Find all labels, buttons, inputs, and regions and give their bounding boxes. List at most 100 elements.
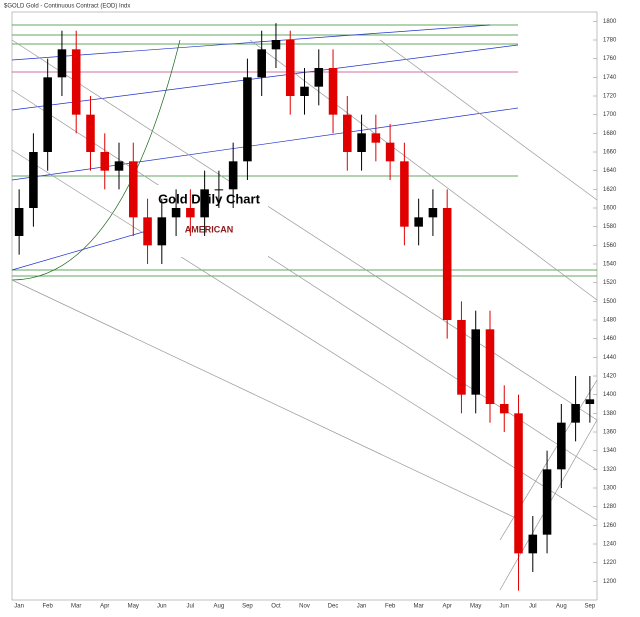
candle-body — [186, 208, 195, 218]
candle-body — [357, 133, 366, 152]
candle-body — [385, 142, 395, 162]
candle-body — [171, 208, 181, 218]
y-tick-label: 1680 — [603, 131, 617, 137]
candle-body — [143, 217, 152, 246]
candle-body — [271, 40, 281, 50]
candle-body — [228, 161, 238, 190]
candle-body — [400, 161, 409, 227]
candle-body — [43, 77, 52, 152]
candle-body — [371, 133, 381, 143]
x-tick-label: Aug — [556, 604, 567, 610]
y-tick-label: 1400 — [603, 392, 617, 398]
trend-line — [11, 89, 598, 471]
y-tick-label: 1560 — [603, 243, 617, 249]
candle-body — [129, 161, 138, 218]
y-tick-label: 1200 — [603, 579, 617, 585]
y-tick-label: 1300 — [603, 486, 617, 492]
trend-line — [249, 39, 598, 301]
y-tick-label: 1240 — [603, 542, 617, 548]
y-tick-label: 1700 — [603, 112, 617, 118]
y-tick-label: 1540 — [603, 262, 617, 268]
x-tick-label: May — [128, 604, 139, 610]
y-tick-label: 1460 — [603, 336, 617, 342]
x-tick-label: Feb — [385, 604, 396, 610]
y-tick-label: 1620 — [603, 187, 617, 193]
chart-header: $GOLD Gold - Continuous Contract (EOD) I… — [4, 4, 130, 10]
candle-body — [86, 114, 95, 152]
candle-body — [100, 152, 110, 171]
candle-body — [57, 49, 67, 78]
x-tick-label: Jun — [499, 604, 509, 610]
trend-curve — [11, 39, 181, 281]
candle-body — [542, 469, 552, 535]
candle-body — [457, 320, 466, 395]
candle-body — [528, 534, 538, 554]
x-tick-label: Jul — [187, 604, 195, 610]
candle-body — [157, 217, 167, 246]
x-tick-label: May — [470, 604, 481, 610]
y-tick-label: 1520 — [603, 280, 617, 286]
y-tick-label: 1280 — [603, 504, 617, 510]
x-tick-label: Jul — [529, 604, 537, 610]
candle-body — [557, 422, 566, 470]
candle-body — [114, 161, 124, 171]
chart-title: Gold Daily Chart — [158, 191, 261, 206]
candle-body — [343, 114, 352, 152]
x-tick-label: Nov — [299, 604, 310, 610]
x-tick-label: Dec — [328, 604, 339, 610]
x-tick-label: Aug — [214, 604, 225, 610]
trend-line — [11, 279, 521, 521]
y-tick-label: 1440 — [603, 355, 617, 361]
y-tick-label: 1580 — [603, 224, 617, 230]
y-tick-label: 1320 — [603, 467, 617, 473]
candle-body — [499, 404, 509, 414]
candle-body — [585, 399, 595, 404]
y-tick-label: 1640 — [603, 168, 617, 174]
x-tick-label: Jun — [157, 604, 167, 610]
candle-body — [442, 208, 452, 320]
logo: AMERICAN — [185, 224, 234, 234]
candle-body — [485, 329, 495, 404]
x-tick-label: Apr — [100, 604, 109, 610]
trend-line — [11, 39, 598, 421]
trendlines — [11, 24, 598, 591]
candle-body — [71, 49, 81, 115]
trend-line — [11, 149, 598, 521]
trend-line — [11, 229, 151, 271]
y-tick-label: 1340 — [603, 448, 617, 454]
y-tick-label: 1500 — [603, 299, 617, 305]
trend-line — [11, 107, 519, 181]
x-tick-label: Jan — [14, 604, 24, 610]
x-tick-label: Apr — [443, 604, 452, 610]
y-tick-label: 1760 — [603, 56, 617, 62]
trend-line — [11, 24, 491, 61]
candle-body — [243, 77, 252, 162]
candle-body — [29, 152, 38, 208]
x-tick-label: Sep — [242, 604, 253, 610]
y-tick-label: 1480 — [603, 318, 617, 324]
y-tick-label: 1720 — [603, 94, 617, 100]
candle-body — [200, 189, 209, 218]
x-tick-label: Oct — [271, 604, 281, 610]
candle-body — [300, 86, 309, 96]
trend-line — [379, 39, 598, 201]
candle-body — [328, 68, 338, 115]
y-tick-label: 1780 — [603, 38, 617, 44]
candle-body — [514, 413, 523, 554]
y-tick-label: 1420 — [603, 374, 617, 380]
y-tick-label: 1360 — [603, 430, 617, 436]
y-tick-label: 1380 — [603, 411, 617, 417]
candle-body — [571, 404, 580, 423]
x-tick-label: Jan — [357, 604, 367, 610]
x-tick-label: Mar — [71, 604, 81, 610]
x-tick-label: Mar — [413, 604, 423, 610]
y-tick-label: 1260 — [603, 523, 617, 529]
candle-body — [14, 208, 24, 236]
candle-body — [471, 329, 480, 395]
candle-body — [214, 189, 224, 191]
y-tick-label: 1740 — [603, 75, 617, 81]
candle-body — [285, 40, 295, 96]
candle-body — [257, 49, 266, 78]
y-tick-label: 1600 — [603, 206, 617, 212]
